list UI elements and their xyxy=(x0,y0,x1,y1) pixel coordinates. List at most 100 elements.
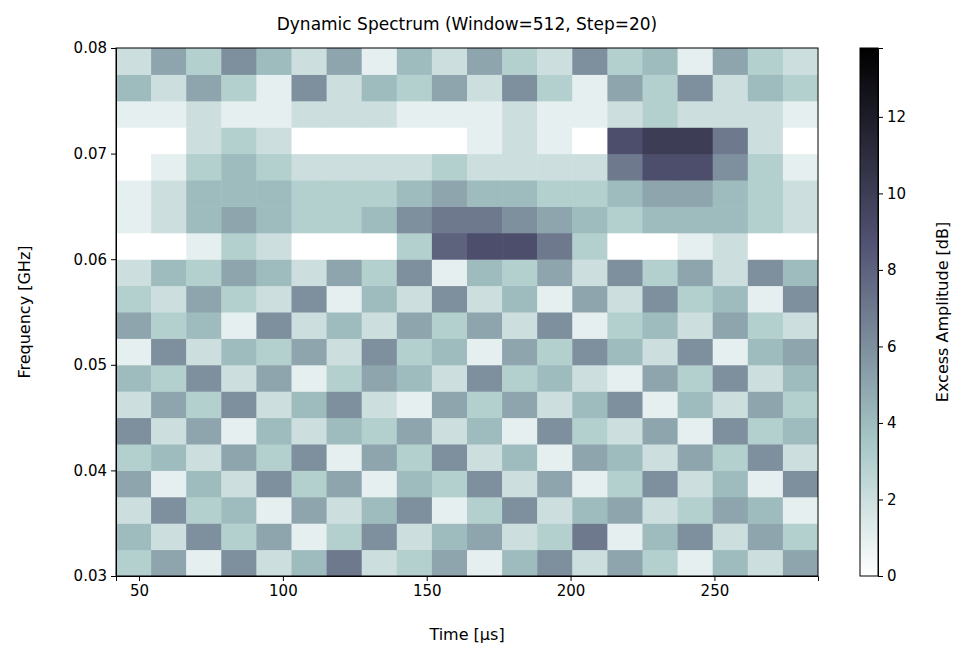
heatmap-cell xyxy=(432,418,468,445)
heatmap-cell xyxy=(432,312,468,339)
heatmap-cell xyxy=(397,180,433,207)
heatmap-cell xyxy=(292,338,328,365)
heatmap-cell xyxy=(362,523,398,550)
heatmap-cell xyxy=(537,233,573,260)
heatmap-cell xyxy=(397,312,433,339)
heatmap-cell xyxy=(256,365,292,392)
tick-mark xyxy=(878,423,883,424)
heatmap-cell xyxy=(502,338,538,365)
heatmap-cell xyxy=(292,74,328,101)
heatmap-cell xyxy=(678,206,714,233)
heatmap-cell xyxy=(327,259,363,286)
heatmap-cell xyxy=(327,338,363,365)
heatmap-cell xyxy=(537,523,573,550)
heatmap-cell xyxy=(748,101,784,128)
heatmap-cell xyxy=(432,497,468,524)
heatmap-cell xyxy=(502,127,538,154)
tick: 100 xyxy=(269,576,298,600)
heatmap-cell xyxy=(221,470,257,497)
tick-mark xyxy=(111,48,116,49)
heatmap-cell xyxy=(643,470,679,497)
heatmap-cell xyxy=(116,127,152,154)
heatmap-cell xyxy=(502,48,538,75)
tick-label: 6 xyxy=(887,338,897,356)
tick: 0.03 xyxy=(74,567,116,585)
heatmap-cell xyxy=(783,259,818,286)
heatmap-cell xyxy=(537,259,573,286)
heatmap-cell xyxy=(432,154,468,181)
heatmap-cell xyxy=(748,391,784,418)
heatmap-cell xyxy=(713,154,749,181)
heatmap-cell xyxy=(643,233,679,260)
heatmap-cell xyxy=(572,286,608,313)
heatmap-cell xyxy=(713,391,749,418)
heatmap-cell xyxy=(256,127,292,154)
heatmap-cell xyxy=(256,206,292,233)
heatmap-cell xyxy=(116,48,152,75)
heatmap-cell xyxy=(502,418,538,445)
heatmap-cell xyxy=(116,470,152,497)
heatmap-cell xyxy=(362,154,398,181)
heatmap-cell xyxy=(221,365,257,392)
heatmap-cell xyxy=(221,391,257,418)
y-axis: 0.030.040.050.060.070.08 xyxy=(74,39,117,585)
heatmap-cell xyxy=(537,365,573,392)
heatmap-cell xyxy=(607,233,643,260)
tick-label: 0.04 xyxy=(74,462,107,480)
heatmap-cell xyxy=(362,338,398,365)
heatmap-cell xyxy=(116,523,152,550)
heatmap-cell xyxy=(151,154,187,181)
heatmap-cell xyxy=(713,312,749,339)
heatmap-cell xyxy=(186,523,222,550)
tick-mark xyxy=(571,576,572,581)
tick-mark xyxy=(111,154,116,155)
heatmap-cell xyxy=(713,550,749,576)
heatmap-cell xyxy=(186,259,222,286)
heatmap-cell xyxy=(397,444,433,471)
heatmap-cell xyxy=(783,418,818,445)
heatmap-cell xyxy=(221,101,257,128)
heatmap-cell xyxy=(432,365,468,392)
heatmap-cell xyxy=(678,312,714,339)
heatmap-cell xyxy=(643,127,679,154)
heatmap-cell xyxy=(607,206,643,233)
heatmap-cell xyxy=(537,338,573,365)
heatmap-cell xyxy=(572,101,608,128)
heatmap-cell xyxy=(467,259,503,286)
heatmap-cell xyxy=(116,497,152,524)
heatmap-cell xyxy=(362,286,398,313)
heatmap-cell xyxy=(467,470,503,497)
heatmap-cell xyxy=(362,444,398,471)
heatmap-cell xyxy=(643,180,679,207)
colorbar-title: Excess Amplitude [dB] xyxy=(933,222,952,402)
heatmap-cell xyxy=(678,259,714,286)
heatmap-cell xyxy=(116,338,152,365)
heatmap-cell xyxy=(432,74,468,101)
heatmap-cell xyxy=(432,101,468,128)
tick-mark xyxy=(139,576,140,581)
tick: 200 xyxy=(557,576,586,600)
heatmap-cell xyxy=(327,74,363,101)
tick-mark xyxy=(427,576,428,581)
heatmap-cell xyxy=(292,550,328,576)
heatmap-cell xyxy=(678,497,714,524)
tick: 50 xyxy=(130,576,149,600)
heatmap-cell xyxy=(221,523,257,550)
heatmap-cell xyxy=(643,101,679,128)
heatmap-cell xyxy=(572,418,608,445)
heatmap-cell xyxy=(502,391,538,418)
heatmap-cell xyxy=(502,154,538,181)
heatmap-cell xyxy=(116,365,152,392)
heatmap-cell xyxy=(397,259,433,286)
heatmap-cell xyxy=(186,365,222,392)
heatmap-cell xyxy=(678,127,714,154)
heatmap-cell xyxy=(116,550,152,576)
heatmap-cell xyxy=(502,206,538,233)
heatmap-cell xyxy=(783,286,818,313)
heatmap-cell xyxy=(362,101,398,128)
heatmap-cell xyxy=(643,154,679,181)
y-axis-title: Frequency [GHz] xyxy=(15,245,34,378)
tick-label: 8 xyxy=(887,261,897,279)
heatmap-cell xyxy=(748,338,784,365)
heatmap-cell xyxy=(362,497,398,524)
